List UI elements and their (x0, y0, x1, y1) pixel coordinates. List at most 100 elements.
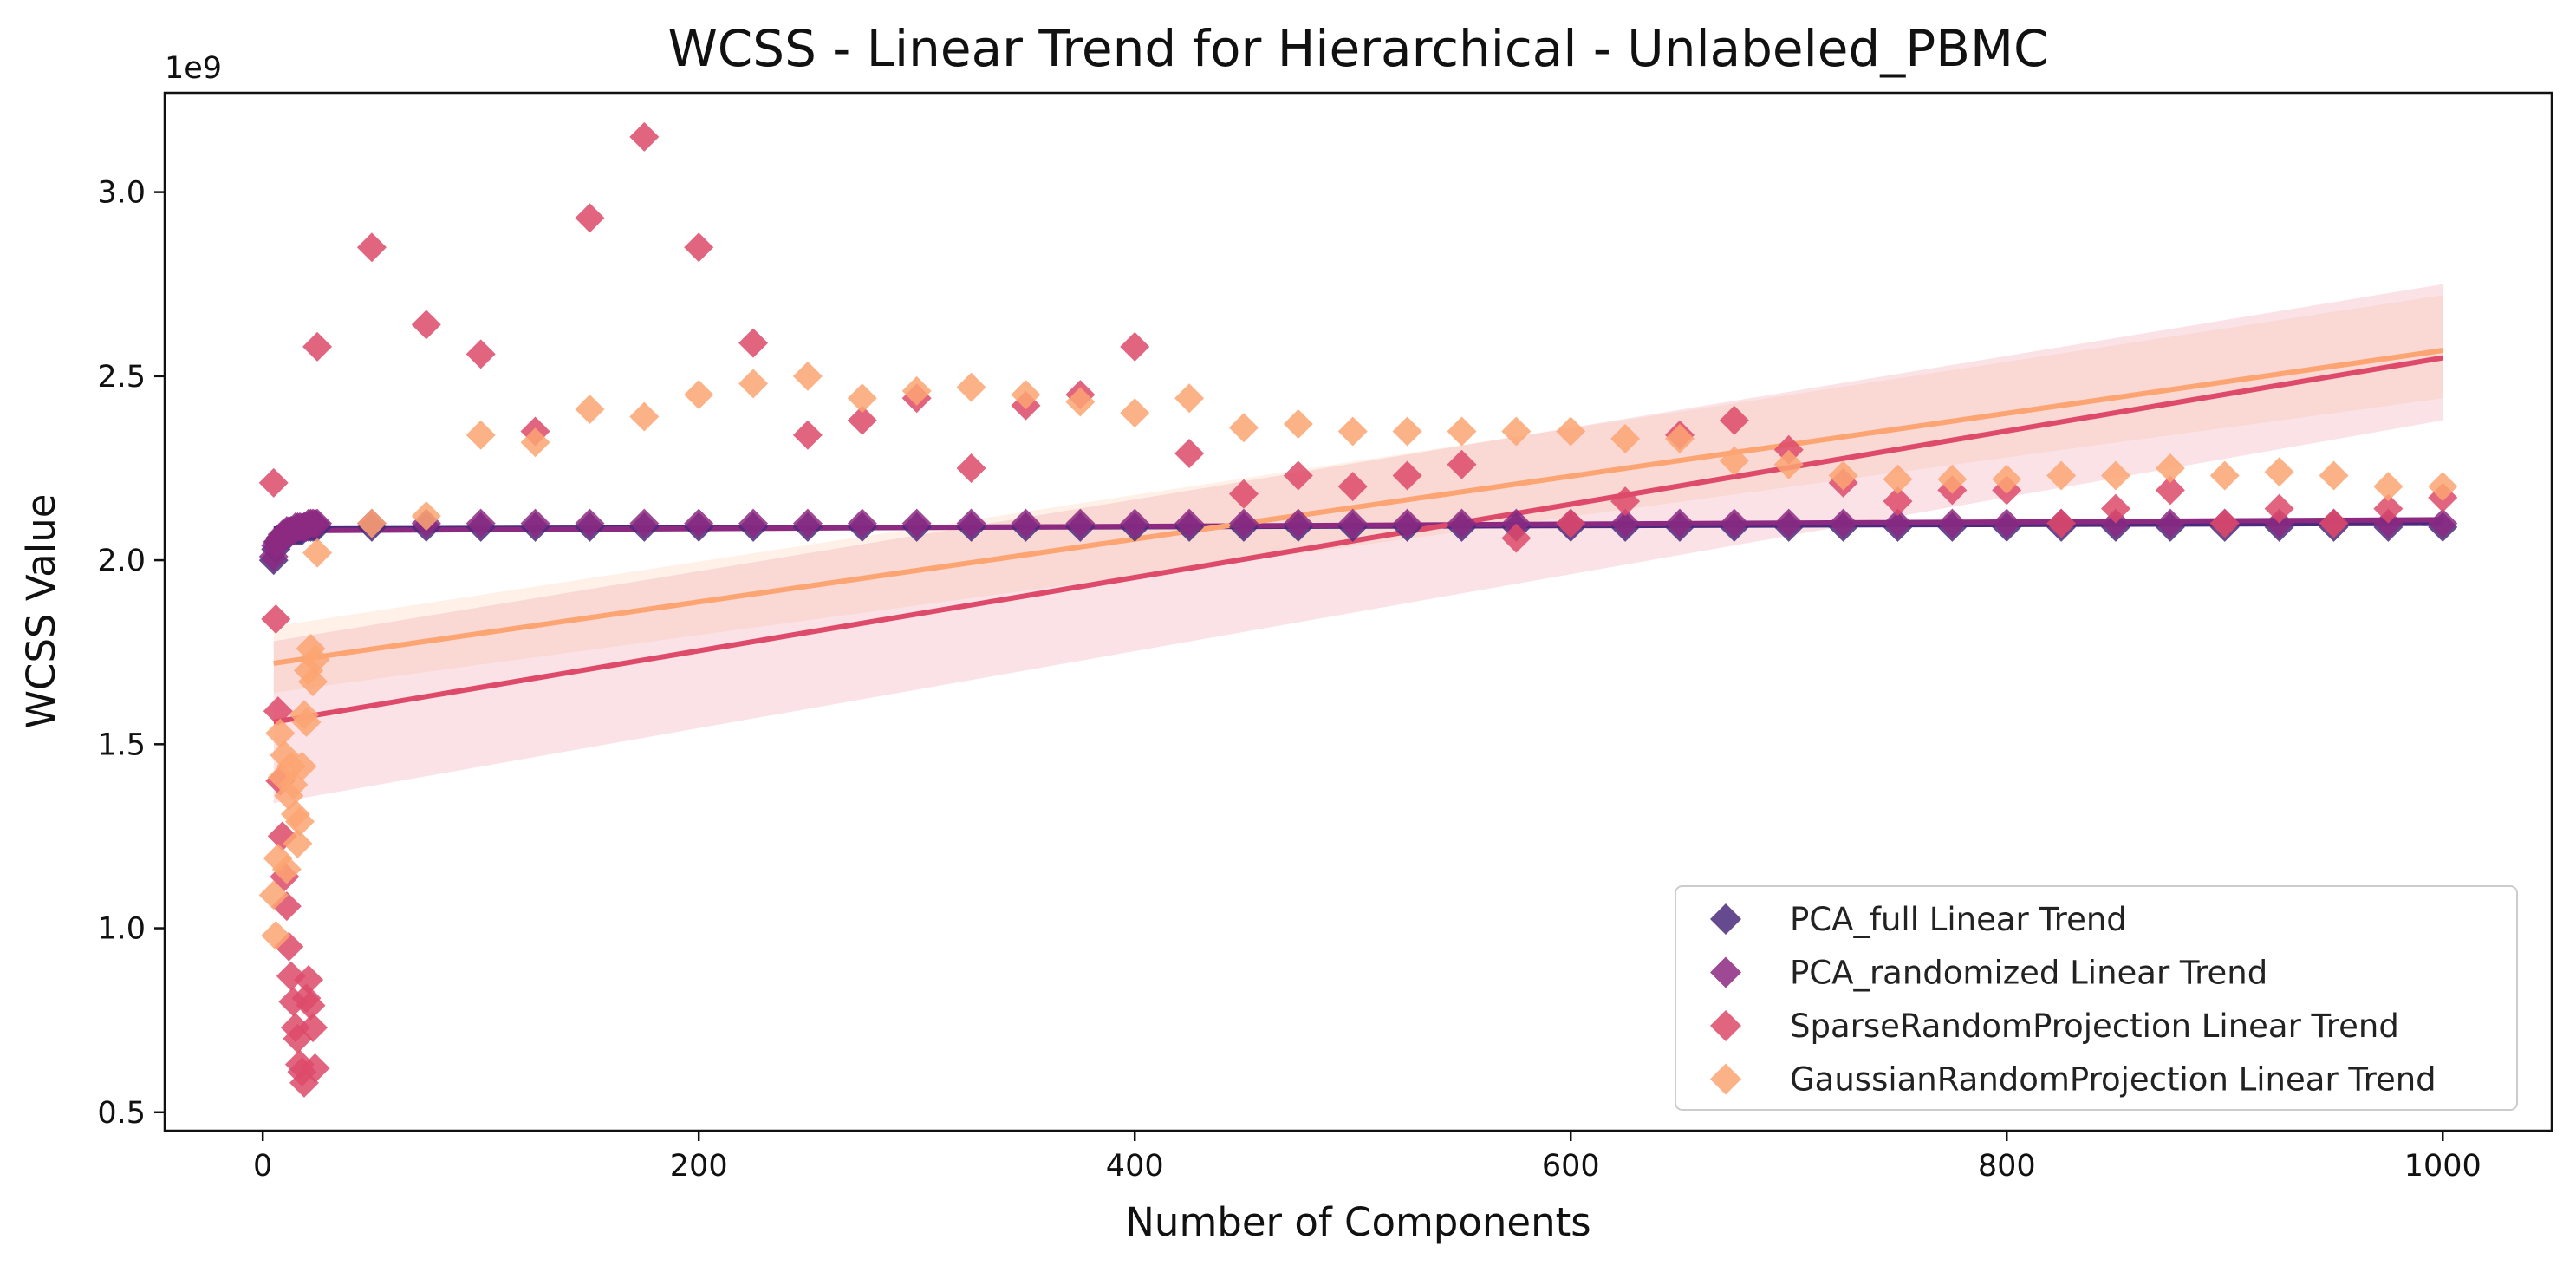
data-point-s2-22 (411, 310, 441, 340)
data-point-s3-24 (520, 427, 550, 458)
legend-marker-2 (1710, 1010, 1741, 1041)
data-point-s3-0 (258, 880, 289, 910)
legend: PCA_full Linear Trend PCA_randomized Line… (1675, 885, 2518, 1111)
data-point-s1-50 (1937, 508, 1968, 538)
data-point-s3-54 (2155, 453, 2185, 483)
x-tick-label-3: 600 (1542, 1149, 1600, 1184)
data-point-s2-58 (2373, 493, 2404, 524)
data-point-s1-25 (575, 508, 605, 538)
data-point-s2-54 (2155, 475, 2185, 506)
plot-frame (163, 91, 2553, 1132)
data-point-s3-35 (1120, 398, 1150, 428)
legend-box (1675, 885, 2518, 1111)
data-point-s1-48 (1828, 508, 1858, 538)
data-point-s1-45 (1664, 508, 1695, 538)
data-points (258, 121, 2458, 1098)
data-point-s3-53 (2100, 460, 2130, 491)
data-point-s1-20 (302, 508, 333, 538)
x-tick-label-5: 1000 (2404, 1149, 2482, 1184)
data-point-s3-57 (2319, 460, 2349, 491)
data-point-s2-49 (1883, 486, 1913, 517)
data-point-s3-42 (1501, 416, 1532, 447)
data-point-s3-46 (1719, 446, 1749, 476)
legend-label-3: GaussianRandomProjection Linear Trend (1790, 1061, 2436, 1099)
data-point-s1-37 (1228, 508, 1259, 538)
data-point-s2-53 (2100, 493, 2130, 524)
data-point-s2-57 (2319, 508, 2349, 538)
data-point-s3-25 (575, 395, 605, 425)
data-point-s3-50 (1937, 464, 1968, 494)
data-point-s2-40 (1392, 460, 1422, 491)
data-point-s3-43 (1556, 416, 1586, 447)
data-point-s3-55 (2209, 460, 2240, 491)
data-point-s1-47 (1773, 508, 1804, 538)
data-point-s3-48 (1828, 460, 1858, 491)
data-point-s2-55 (2209, 508, 2240, 538)
data-point-s3-32 (956, 372, 986, 402)
data-point-s3-3 (265, 718, 296, 748)
y-tick-label-2: 1.5 (97, 727, 146, 762)
confidence-band-2 (273, 284, 2443, 804)
trend-line-3 (273, 348, 2443, 666)
data-point-s1-33 (1011, 508, 1041, 538)
data-point-s3-23 (465, 420, 496, 450)
legend-marker-1 (1710, 956, 1741, 988)
x-axis-label: Number of Components (1125, 1199, 1590, 1245)
data-point-s2-38 (1283, 460, 1313, 491)
data-point-s2-44 (1610, 486, 1641, 517)
data-point-s3-37 (1228, 413, 1259, 443)
data-point-s1-40 (1392, 508, 1422, 538)
data-point-s3-49 (1883, 464, 1913, 494)
data-point-s3-51 (1992, 464, 2022, 494)
data-point-s1-27 (684, 508, 714, 538)
x-tick-label-4: 800 (1978, 1149, 2036, 1184)
data-point-s3-52 (2046, 460, 2077, 491)
data-point-s2-20 (302, 331, 333, 362)
data-point-s2-52 (2046, 508, 2077, 538)
confidence-bands (273, 284, 2443, 804)
y-tick-label-4: 2.5 (97, 360, 146, 395)
data-point-s2-36 (1174, 438, 1205, 468)
data-point-s1-38 (1283, 508, 1313, 538)
data-point-s2-27 (684, 232, 714, 263)
x-tick-label-0: 0 (253, 1149, 272, 1184)
data-point-s1-39 (1337, 508, 1368, 538)
chart-title: WCSS - Linear Trend for Hierarchical - U… (667, 19, 2048, 78)
x-tick-label-2: 400 (1106, 1149, 1164, 1184)
data-point-s3-31 (901, 375, 932, 406)
data-point-s2-0 (258, 467, 289, 498)
data-point-s2-18 (298, 1013, 329, 1043)
data-point-s1-51 (1992, 508, 2022, 538)
data-point-s3-56 (2264, 457, 2294, 487)
data-point-s3-21 (356, 508, 387, 538)
data-point-s2-32 (956, 453, 986, 483)
y-axis-label: WCSS Value (18, 494, 64, 729)
data-point-s1-34 (1065, 508, 1096, 538)
y-tick-label-5: 3.0 (97, 176, 146, 211)
data-point-s2-30 (847, 405, 877, 435)
trend-line-2 (273, 355, 2443, 725)
data-point-s3-11 (283, 828, 313, 858)
data-point-s3-1 (261, 921, 291, 951)
legend-label-0: PCA_full Linear Trend (1790, 901, 2127, 938)
data-point-s2-39 (1337, 472, 1368, 502)
data-point-s3-30 (847, 383, 877, 414)
data-point-s3-41 (1447, 416, 1477, 447)
data-point-s1-41 (1447, 508, 1477, 538)
y-tick-label-3: 2.0 (97, 544, 146, 578)
data-point-s3-28 (738, 369, 769, 399)
data-point-s2-46 (1719, 405, 1749, 435)
data-point-s1-36 (1174, 508, 1205, 538)
data-point-s2-56 (2264, 493, 2294, 524)
data-point-s1-23 (465, 508, 496, 538)
data-point-s1-54 (2155, 508, 2185, 538)
data-point-s1-59 (2428, 508, 2458, 538)
legend-label-2: SparseRandomProjection Linear Trend (1790, 1008, 2399, 1045)
data-point-s3-29 (792, 361, 823, 391)
data-point-s2-42 (1501, 523, 1532, 553)
legend-marker-3 (1710, 1063, 1741, 1095)
y-axis: 0.5 1.0 1.5 2.0 2.5 3.0 (97, 176, 165, 1131)
data-point-s1-31 (901, 508, 932, 538)
y-tick-label-0: 0.5 (97, 1096, 146, 1131)
